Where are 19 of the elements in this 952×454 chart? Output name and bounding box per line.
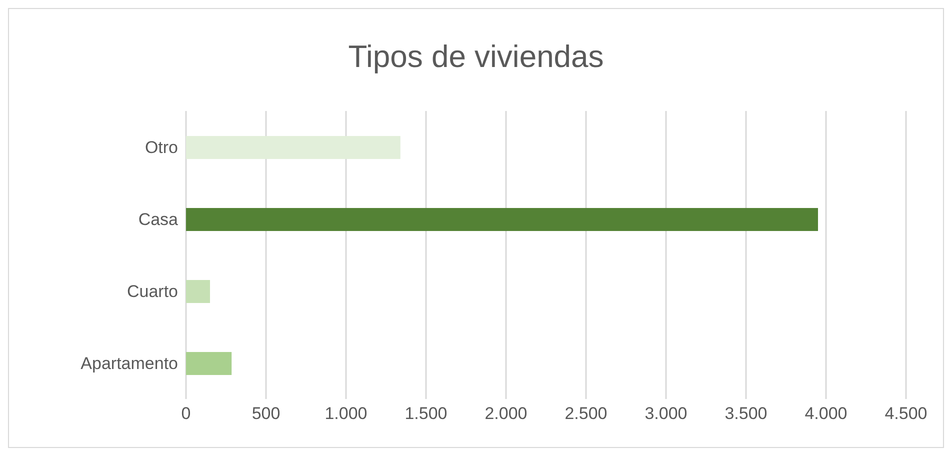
bar [186, 208, 818, 231]
bar [186, 280, 210, 303]
x-tick-label: 1.500 [404, 404, 448, 424]
bar [186, 136, 400, 159]
y-tick-label: Casa [138, 210, 179, 230]
chart-title: Tipos de viviendas [347, 39, 605, 75]
x-tick-label: 500 [252, 404, 280, 424]
x-tick-label: 2.000 [484, 404, 528, 424]
x-tick-label: 4.500 [884, 404, 928, 424]
x-tick-label: 4.000 [804, 404, 848, 424]
x-tick-label: 3.500 [724, 404, 768, 424]
x-tick-label: 0 [181, 404, 191, 424]
x-tick-label: 3.000 [644, 404, 688, 424]
x-tick-label: 1.000 [324, 404, 368, 424]
y-tick-label: Otro [144, 138, 178, 158]
y-tick-label: Apartamento [80, 354, 178, 374]
bar [186, 352, 232, 375]
y-tick-label: Cuarto [126, 282, 178, 302]
x-tick-label: 2.500 [564, 404, 608, 424]
